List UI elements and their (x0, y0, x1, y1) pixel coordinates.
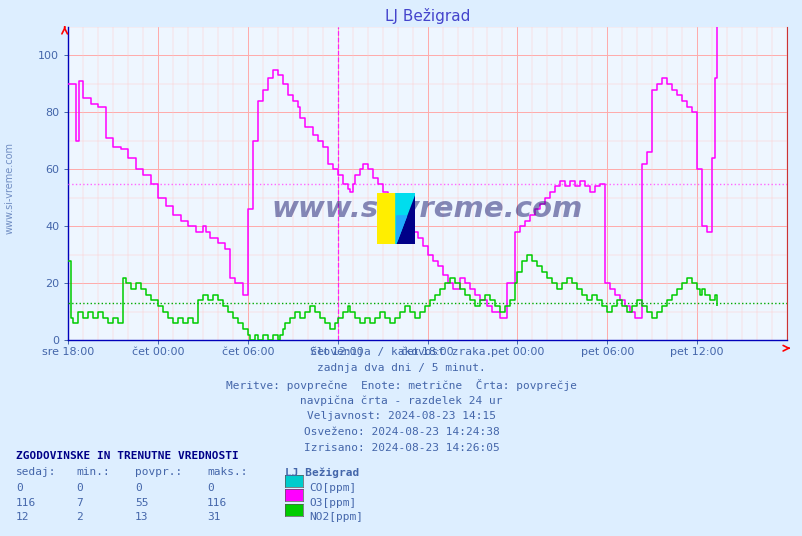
Text: www.si-vreme.com: www.si-vreme.com (5, 142, 14, 234)
Text: LJ Bežigrad: LJ Bežigrad (285, 467, 358, 478)
Text: sedaj:: sedaj: (16, 467, 56, 478)
Title: LJ Bežigrad: LJ Bežigrad (384, 8, 470, 24)
Text: 55: 55 (135, 498, 148, 508)
Text: Meritve: povprečne  Enote: metrične  Črta: povprečje: Meritve: povprečne Enote: metrične Črta:… (225, 379, 577, 391)
Text: min.:: min.: (76, 467, 110, 478)
Text: povpr.:: povpr.: (135, 467, 182, 478)
Text: 7: 7 (76, 498, 83, 508)
Text: maks.:: maks.: (207, 467, 247, 478)
Polygon shape (395, 193, 415, 244)
Text: www.si-vreme.com: www.si-vreme.com (272, 195, 582, 222)
Text: 116: 116 (207, 498, 227, 508)
Text: 116: 116 (16, 498, 36, 508)
Polygon shape (395, 193, 415, 244)
Text: Osveženo: 2024-08-23 14:24:38: Osveženo: 2024-08-23 14:24:38 (303, 427, 499, 437)
Text: 31: 31 (207, 512, 221, 523)
Text: Izrisano: 2024-08-23 14:26:05: Izrisano: 2024-08-23 14:26:05 (303, 443, 499, 453)
Text: Veljavnost: 2024-08-23 14:15: Veljavnost: 2024-08-23 14:15 (306, 411, 496, 421)
Text: 0: 0 (16, 483, 22, 494)
Text: O3[ppm]: O3[ppm] (309, 498, 356, 508)
Text: 0: 0 (135, 483, 141, 494)
Text: Slovenija / kakovost zraka.: Slovenija / kakovost zraka. (310, 347, 492, 357)
Polygon shape (396, 216, 406, 241)
Text: NO2[ppm]: NO2[ppm] (309, 512, 363, 523)
Text: navpična črta - razdelek 24 ur: navpična črta - razdelek 24 ur (300, 395, 502, 406)
Text: 0: 0 (207, 483, 213, 494)
Bar (376, 193, 395, 244)
Text: 0: 0 (76, 483, 83, 494)
Text: ZGODOVINSKE IN TRENUTNE VREDNOSTI: ZGODOVINSKE IN TRENUTNE VREDNOSTI (16, 451, 238, 461)
Text: 12: 12 (16, 512, 30, 523)
Text: zadnja dva dni / 5 minut.: zadnja dva dni / 5 minut. (317, 363, 485, 373)
Text: 2: 2 (76, 512, 83, 523)
Text: 13: 13 (135, 512, 148, 523)
Text: CO[ppm]: CO[ppm] (309, 483, 356, 494)
